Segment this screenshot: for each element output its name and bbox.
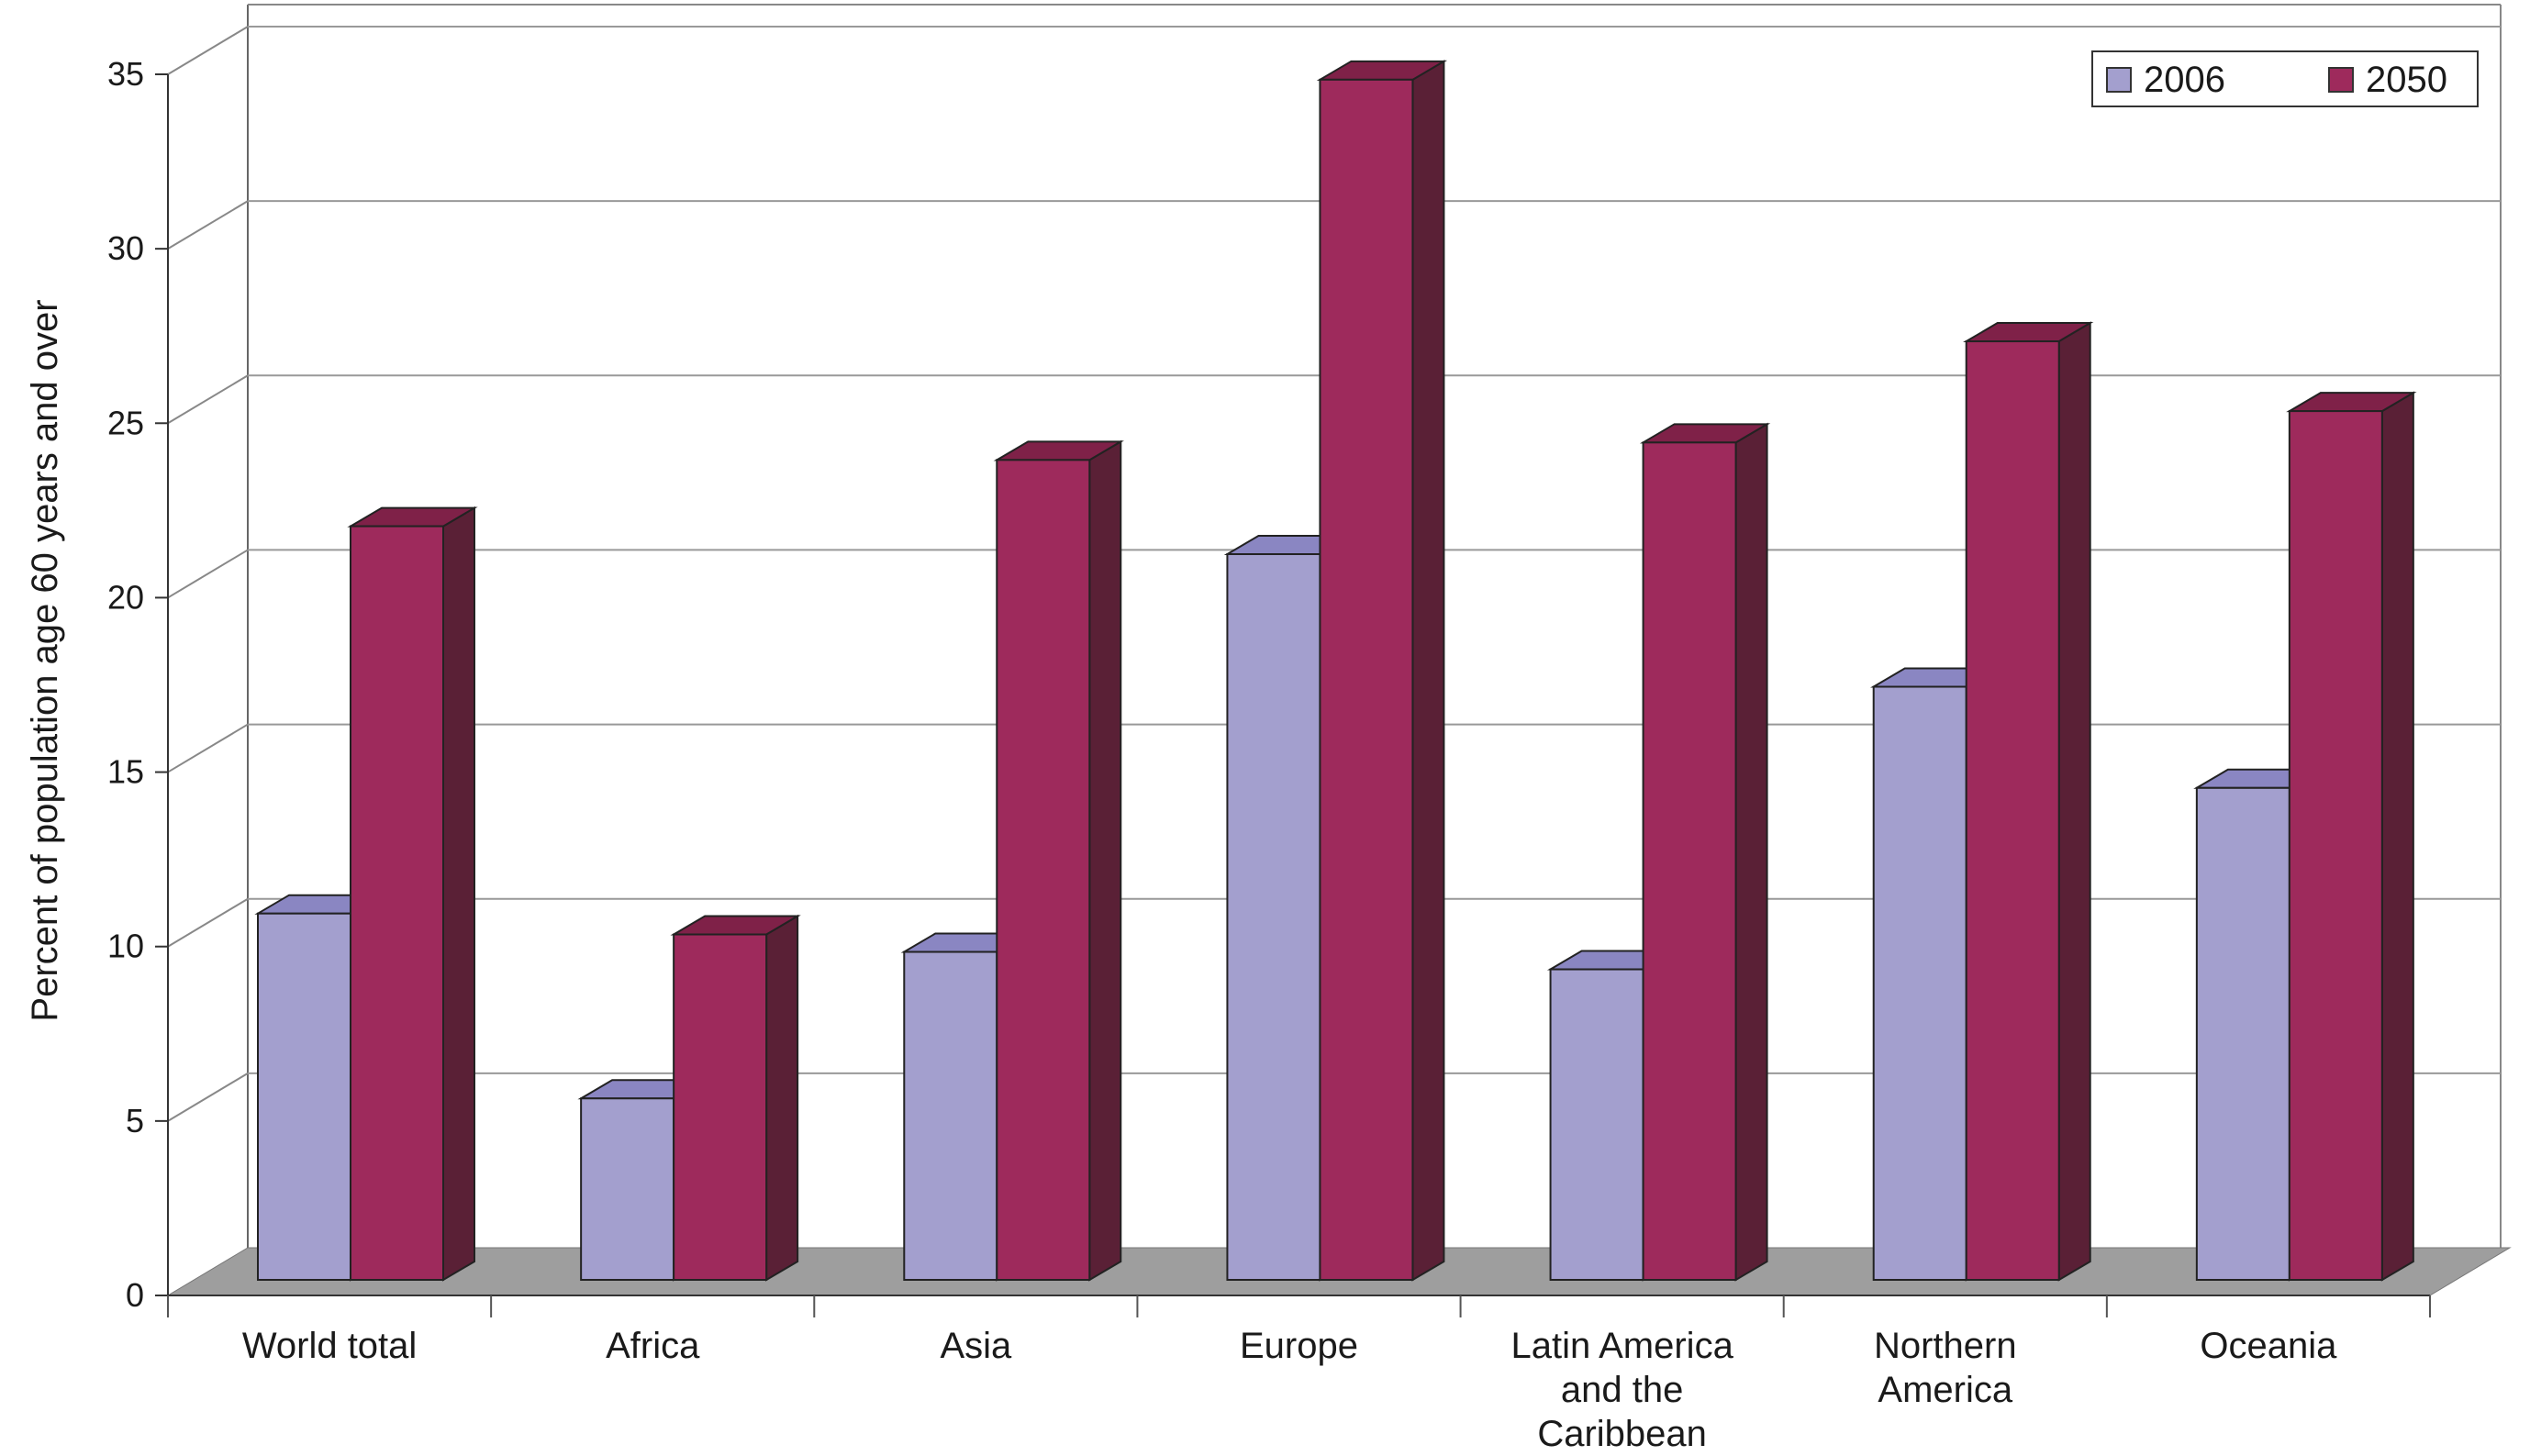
- legend-label-2006: 2006: [2144, 60, 2225, 100]
- gridline-depth-25: [167, 374, 249, 425]
- bar-side: [1734, 422, 1768, 1282]
- legend-swatch-2006: [2106, 67, 2132, 93]
- y-tick-label-0: 0: [126, 1276, 144, 1314]
- chart-background: [247, 4, 2502, 1248]
- legend-label-2050: 2050: [2366, 60, 2447, 100]
- bar-2050-3: [1316, 60, 1448, 1282]
- bar-side: [1411, 60, 1445, 1282]
- gridline-depth-20: [167, 549, 249, 599]
- bar-front: [996, 459, 1091, 1282]
- x-tick-label-5: Northern America: [1874, 1326, 2017, 1410]
- bar-2050-4: [1639, 422, 1771, 1282]
- gridline-depth-30: [167, 200, 249, 250]
- y-tick-label-30: 30: [107, 229, 144, 267]
- bar-front: [580, 1097, 675, 1282]
- bar-front: [1965, 340, 2060, 1281]
- legend-box: [2091, 50, 2479, 107]
- bar-2050-1: [670, 914, 801, 1282]
- bar-front: [1549, 968, 1644, 1281]
- axes: [155, 73, 2431, 1317]
- y-tick-label-10: 10: [107, 928, 144, 965]
- y-tick-label-20: 20: [107, 578, 144, 616]
- bar-front: [1319, 78, 1414, 1282]
- bar-front: [1642, 441, 1737, 1282]
- x-tick-label-6: Oceania: [2200, 1326, 2337, 1366]
- bar-side: [2380, 391, 2414, 1282]
- bar-front: [350, 525, 444, 1281]
- x-tick-label-2: Asia: [940, 1326, 1012, 1366]
- x-tick-label-1: Africa: [606, 1326, 700, 1366]
- bar-side: [442, 506, 475, 1282]
- bar-front: [1872, 685, 1967, 1281]
- bar-side: [765, 914, 799, 1282]
- bar-front: [1226, 553, 1321, 1281]
- x-tick-label-4: Latin America and the Caribbean: [1510, 1326, 1733, 1454]
- gridline-depth-10: [167, 897, 249, 948]
- y-axis-label: Percent of population age 60 years and o…: [25, 299, 65, 1021]
- bar-2050-2: [993, 439, 1124, 1282]
- bar-front: [673, 933, 768, 1281]
- bar-front: [2195, 786, 2290, 1281]
- bar-side: [2057, 321, 2091, 1282]
- legend: 2006 2050: [2091, 50, 2479, 107]
- gridline-depth-15: [167, 723, 249, 773]
- bar-front: [903, 950, 998, 1281]
- bar-2050-6: [2286, 391, 2417, 1282]
- bars: [254, 60, 2417, 1282]
- y-tick-label-35: 35: [107, 55, 144, 93]
- labels: 0 5 10 15 20 25 30 35 World total Africa Asia Europ…: [107, 55, 2337, 1454]
- x-tick-label-3: Europe: [1240, 1326, 1358, 1366]
- x-tick-label-0: World total: [242, 1326, 417, 1366]
- bar-front: [2288, 410, 2383, 1281]
- bar-2050-5: [1963, 321, 2094, 1282]
- y-tick-label-25: 25: [107, 404, 144, 441]
- legend-swatch-2050: [2328, 67, 2354, 93]
- gridline-depth-5: [167, 1072, 249, 1122]
- bar-side: [1088, 439, 1122, 1282]
- y-tick-label-5: 5: [126, 1102, 144, 1139]
- bar-front: [257, 912, 351, 1281]
- bar-2050-0: [347, 506, 478, 1282]
- gridline-depth-35: [167, 26, 249, 75]
- y-tick-label-15: 15: [107, 753, 144, 791]
